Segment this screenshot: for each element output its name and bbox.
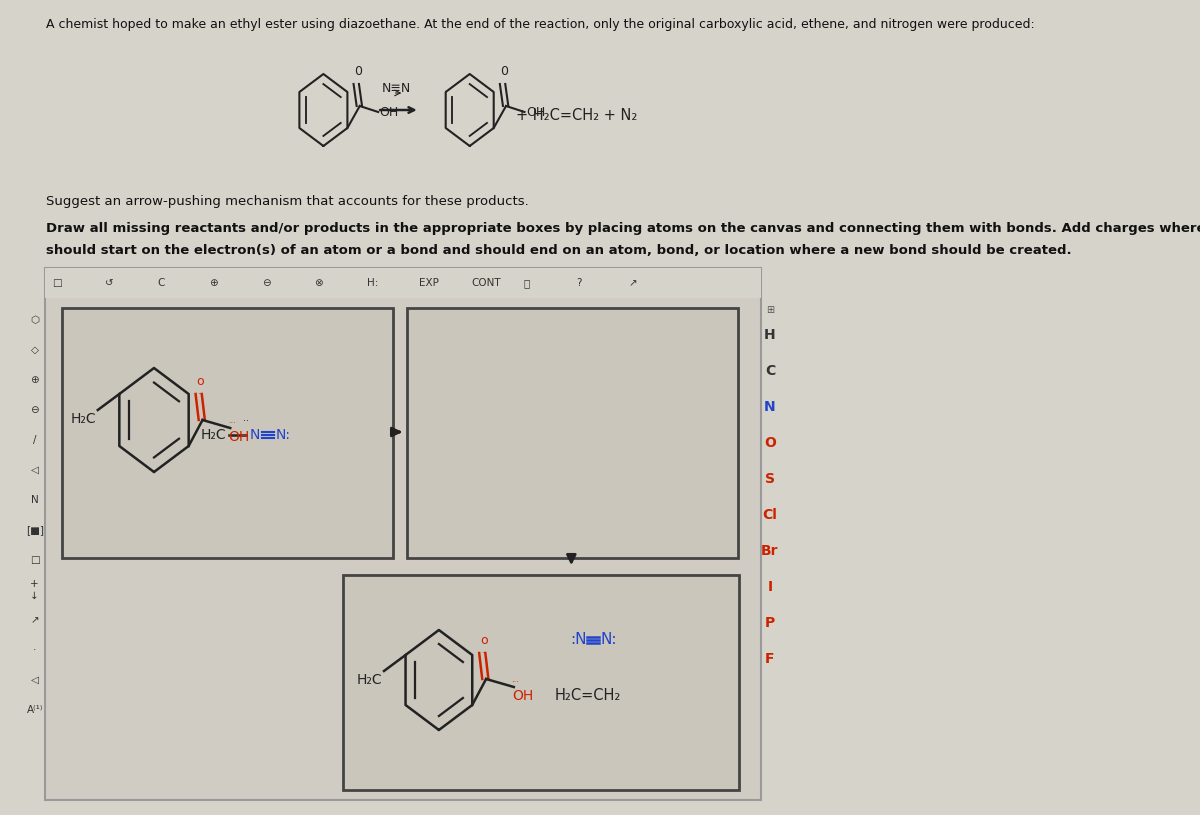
Text: ⊖: ⊖: [262, 278, 270, 288]
Text: EXP: EXP: [419, 278, 439, 288]
Text: □: □: [53, 278, 62, 288]
Text: ···: ···: [511, 678, 520, 687]
Text: H₂C: H₂C: [200, 428, 227, 442]
Text: H₂C: H₂C: [71, 412, 96, 426]
Text: Suggest an arrow-pushing mechanism that accounts for these products.: Suggest an arrow-pushing mechanism that …: [46, 195, 529, 208]
Text: P: P: [764, 616, 775, 630]
Text: + H₂C=CH₂ + N₂: + H₂C=CH₂ + N₂: [516, 108, 637, 122]
Text: should start on the electron(s) of an atom or a bond and should end on an atom, : should start on the electron(s) of an at…: [46, 244, 1072, 257]
Text: ⬡: ⬡: [30, 315, 40, 325]
Text: ?: ?: [576, 278, 582, 288]
Text: OH: OH: [229, 430, 250, 444]
Text: S: S: [766, 472, 775, 486]
Text: :N: :N: [570, 632, 587, 647]
Text: N: N: [31, 495, 38, 505]
Bar: [44, 268, 761, 800]
Text: ···: ···: [228, 419, 236, 428]
Text: N≡N: N≡N: [382, 82, 412, 95]
Text: Cl: Cl: [762, 508, 778, 522]
Text: 0: 0: [500, 65, 509, 78]
Text: O: O: [764, 436, 776, 450]
Text: N: N: [250, 428, 260, 442]
Text: ··: ··: [481, 649, 486, 658]
Text: ·: ·: [32, 645, 36, 655]
Text: ⊗: ⊗: [314, 278, 323, 288]
Text: ◇: ◇: [31, 345, 38, 355]
Text: H₂C: H₂C: [356, 673, 383, 687]
Text: OH: OH: [512, 689, 534, 703]
Text: OH: OH: [379, 105, 398, 118]
Text: H:: H:: [366, 278, 378, 288]
Text: [■]: [■]: [25, 525, 43, 535]
Text: N:: N:: [600, 632, 617, 647]
Bar: [61, 308, 392, 558]
Text: 0: 0: [354, 65, 362, 78]
Text: C: C: [157, 278, 164, 288]
Text: ⊕: ⊕: [210, 278, 218, 288]
Text: ↗: ↗: [30, 615, 40, 625]
Text: A chemist hoped to make an ethyl ester using diazoethane. At the end of the reac: A chemist hoped to make an ethyl ester u…: [46, 18, 1034, 31]
Text: F: F: [766, 652, 775, 666]
Text: ⊕: ⊕: [30, 375, 40, 385]
Text: CONT: CONT: [472, 278, 500, 288]
Text: OH: OH: [526, 105, 545, 118]
Text: ⓘ: ⓘ: [523, 278, 530, 288]
Text: ◁: ◁: [31, 675, 38, 685]
Text: C: C: [764, 364, 775, 378]
Text: N:: N:: [276, 428, 290, 442]
Text: H₂C=CH₂: H₂C=CH₂: [554, 688, 620, 703]
Text: Draw all missing reactants and/or products in the appropriate boxes by placing a: Draw all missing reactants and/or produc…: [46, 222, 1200, 235]
Bar: [343, 575, 739, 790]
Text: H: H: [764, 328, 776, 342]
Text: ··: ··: [244, 416, 250, 426]
Bar: [44, 268, 761, 298]
Text: +
↓: + ↓: [30, 579, 40, 601]
Text: ◁: ◁: [31, 465, 38, 475]
Text: ··: ··: [198, 390, 203, 399]
Text: o: o: [197, 375, 204, 388]
Text: ⊞: ⊞: [766, 305, 774, 315]
Text: ⊖: ⊖: [30, 405, 40, 415]
Text: ↺: ↺: [104, 278, 114, 288]
Text: Br: Br: [761, 544, 779, 558]
Text: o: o: [480, 634, 487, 647]
Text: N: N: [764, 400, 776, 414]
Text: ↗: ↗: [629, 278, 637, 288]
Bar: [407, 308, 738, 558]
Text: I: I: [768, 580, 773, 594]
Text: A⁽¹⁾: A⁽¹⁾: [26, 705, 43, 715]
Text: /: /: [32, 435, 36, 445]
Text: □: □: [30, 555, 40, 565]
